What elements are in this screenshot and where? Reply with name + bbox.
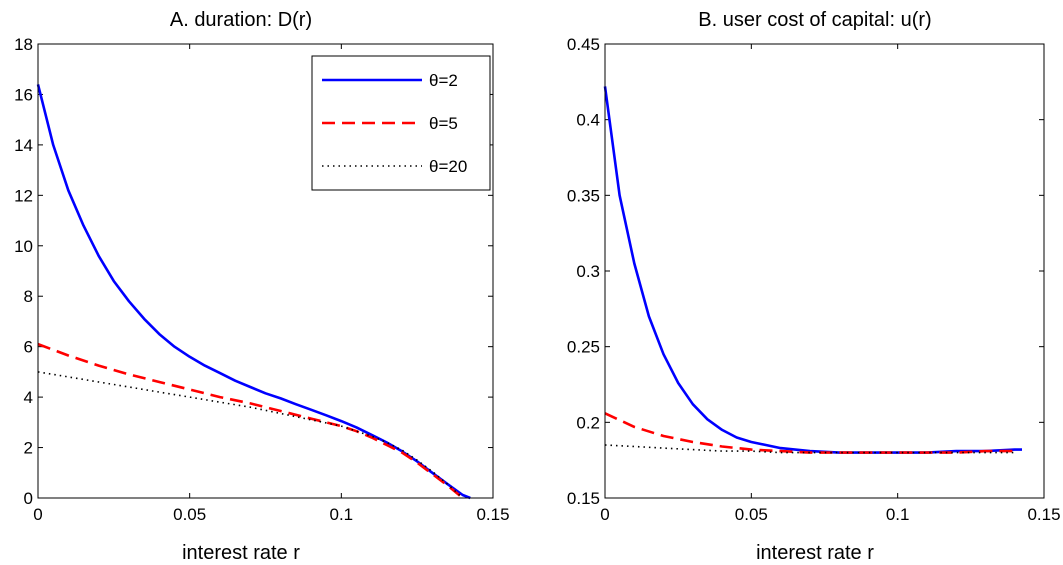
y-tick-label: 0 xyxy=(24,489,33,508)
y-tick-label: 0.4 xyxy=(576,111,600,130)
x-axis-label: interest rate r xyxy=(182,542,300,564)
series-line xyxy=(37,342,464,500)
x-tick-label: 0.15 xyxy=(1027,505,1060,524)
series-lines xyxy=(603,86,1022,454)
series-line xyxy=(603,86,1022,454)
x-tick-label: 0 xyxy=(600,505,609,524)
y-tick-label: 16 xyxy=(14,85,33,104)
axis-ticks: 0 0.05 0.1 0.15 0 2 4 6 8 10 12 14 16 18 xyxy=(14,35,509,524)
legend-label: θ=20 xyxy=(429,157,467,176)
series-line xyxy=(604,444,1015,454)
y-tick-label: 4 xyxy=(24,388,33,407)
y-tick-label: 0.35 xyxy=(567,186,600,205)
y-tick-label: 0.2 xyxy=(576,413,600,432)
y-tick-label: 0.45 xyxy=(567,35,600,54)
y-tick-label: 2 xyxy=(24,439,33,458)
x-axis-label: interest rate r xyxy=(756,542,874,564)
y-tick-label: 18 xyxy=(14,35,33,54)
x-tick-label: 0.05 xyxy=(173,505,206,524)
panel-user-cost: B. user cost of capital: u(r) interest r… xyxy=(567,9,1061,564)
x-tick-label: 0.1 xyxy=(886,505,910,524)
series-lines xyxy=(36,84,471,500)
legend: θ=2 θ=5 θ=20 xyxy=(311,55,491,191)
x-tick-label: 0 xyxy=(33,505,42,524)
legend-label: θ=5 xyxy=(429,114,458,133)
series-line xyxy=(604,412,1015,454)
y-tick-label: 0.25 xyxy=(567,338,600,357)
axis-ticks: 0 0.05 0.1 0.15 0.15 0.2 0.25 0.3 0.35 0.4 0.45 xyxy=(567,35,1061,524)
legend-label: θ=2 xyxy=(429,71,458,90)
axes-frame xyxy=(37,43,494,499)
series-line xyxy=(37,371,464,499)
y-tick-label: 0.15 xyxy=(567,489,600,508)
y-tick-label: 14 xyxy=(14,136,33,155)
y-tick-label: 8 xyxy=(24,287,33,306)
panel-duration: A. duration: D(r) interest rate r 0 0.05 0… xyxy=(14,9,509,564)
legend-box xyxy=(311,55,491,191)
y-tick-label: 12 xyxy=(14,186,33,205)
axes-frame xyxy=(604,43,1045,499)
x-tick-label: 0.15 xyxy=(476,505,509,524)
chart-title: B. user cost of capital: u(r) xyxy=(698,9,931,31)
y-tick-label: 0.3 xyxy=(576,262,600,281)
x-tick-label: 0.05 xyxy=(735,505,768,524)
y-tick-label: 10 xyxy=(14,237,33,256)
chart-title: A. duration: D(r) xyxy=(170,9,312,31)
x-tick-label: 0.1 xyxy=(330,505,354,524)
y-tick-label: 6 xyxy=(24,338,33,357)
